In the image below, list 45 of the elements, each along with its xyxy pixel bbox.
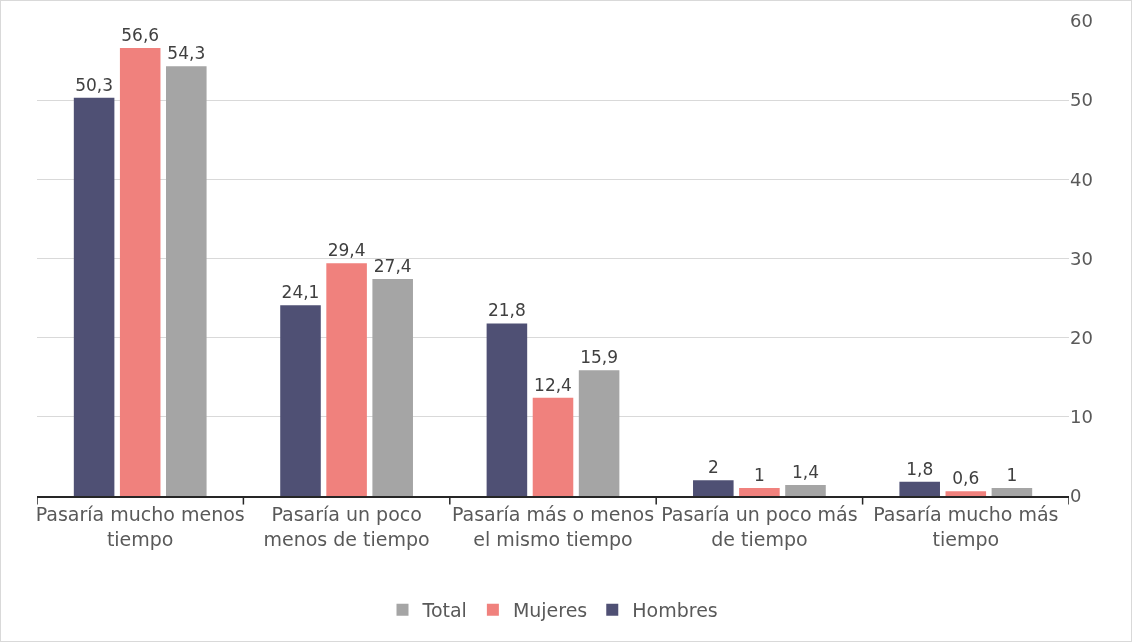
- bar: [73, 97, 115, 496]
- legend-label: Mujeres: [512, 599, 588, 622]
- bar: [693, 480, 734, 496]
- bar: [532, 397, 574, 496]
- data-label: 2: [707, 457, 719, 478]
- y-tick-label: 60: [1070, 10, 1093, 32]
- data-label: 24,1: [281, 282, 320, 303]
- data-label: 56,6: [121, 24, 160, 45]
- data-label: 21,8: [487, 300, 526, 321]
- y-tick-label: 40: [1070, 168, 1093, 190]
- bar: [280, 305, 321, 496]
- legend-label: Total: [421, 599, 467, 622]
- bar: [739, 488, 780, 496]
- bar: [486, 323, 528, 496]
- data-label: 54,3: [167, 43, 206, 64]
- x-tick-label: Pasaría un poco más de tiempo: [661, 502, 858, 550]
- y-tick-label: 0: [1070, 485, 1082, 507]
- data-label: 15,9: [580, 347, 619, 368]
- x-tick-label: Pasaría mucho menos tiempo: [35, 502, 245, 550]
- y-tick-label: 30: [1070, 247, 1093, 269]
- bar: [578, 370, 620, 496]
- data-label: 1,4: [791, 461, 820, 482]
- bar: [119, 47, 161, 496]
- data-label: 1: [753, 465, 765, 486]
- y-tick-label: 50: [1070, 89, 1093, 111]
- bar: [899, 481, 940, 496]
- data-label: 29,4: [327, 240, 366, 261]
- data-label: 0,6: [952, 468, 980, 489]
- data-label: 1,8: [906, 458, 934, 479]
- bar: [166, 66, 207, 496]
- bar: [372, 279, 413, 496]
- data-label: 12,4: [534, 374, 572, 395]
- x-tick-label: Pasaría mucho más tiempo: [873, 502, 1059, 550]
- data-label: 50,3: [75, 74, 114, 95]
- y-tick-label: 10: [1070, 406, 1093, 428]
- bar: [945, 491, 987, 496]
- legend-label: Hombres: [632, 599, 718, 622]
- bar: [991, 488, 1033, 496]
- bar: [326, 263, 367, 496]
- bar: [785, 484, 826, 496]
- data-label: 27,4: [373, 256, 412, 277]
- y-tick-label: 20: [1070, 326, 1093, 348]
- x-tick-label: Pasaría más o menos el mismo tiempo: [451, 502, 655, 550]
- data-label: 1: [1006, 465, 1018, 486]
- x-tick-label: Pasaría un poco menos de tiempo: [263, 502, 430, 550]
